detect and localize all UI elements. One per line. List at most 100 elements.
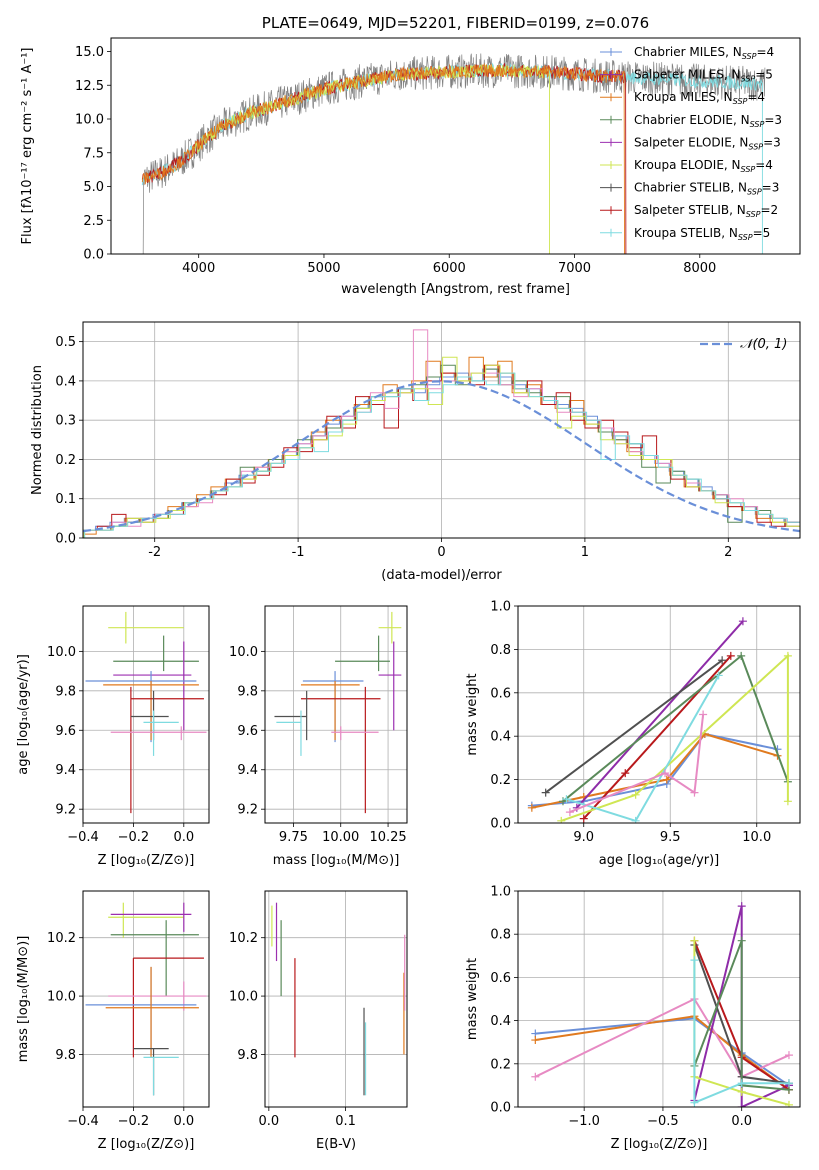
y-tick-label: 10.0 (47, 645, 76, 660)
legend-tail: =2 (760, 203, 778, 217)
x-tick-label: -1 (292, 545, 305, 560)
x-axis-label: (data-model)/error (381, 568, 502, 583)
x-axis-label: age [log₁₀(age/yr)] (599, 853, 720, 868)
data-point-2 (378, 641, 402, 731)
y-tick-label: 9.2 (55, 803, 76, 818)
legend-sub: SSP (741, 165, 756, 174)
y-tick-label: 0.0 (490, 1101, 511, 1116)
legend-label: Salpeter ELODIE, N (634, 135, 748, 149)
data-point-8 (110, 726, 207, 741)
series-marker (690, 1098, 699, 1107)
y-tick-label: 0.0 (83, 248, 104, 263)
axes-frame (82, 890, 210, 1108)
histogram-series-6 (84, 372, 800, 538)
series-4 (541, 656, 727, 797)
series-line-3 (582, 655, 732, 820)
legend-tail: =5 (755, 68, 773, 82)
legend-entry-5: Kroupa ELODIE, NSSP=4 (634, 158, 773, 174)
y-tick-label: 0.4 (490, 1014, 511, 1029)
series-marker (562, 795, 571, 804)
x-tick-label: 6000 (433, 261, 466, 276)
x-tick-label: −0.2 (118, 830, 150, 845)
data-point-4 (108, 981, 207, 1011)
data-point-8 (331, 726, 379, 741)
legend-entry-1: Salpeter MILES, NSSP=5 (634, 68, 773, 84)
series-line-4 (545, 659, 723, 794)
series-lines (531, 902, 793, 1107)
y-tick-label: 0.0 (55, 532, 76, 547)
series-marker (726, 651, 735, 660)
normal-curve (83, 380, 800, 533)
series-line-2 (576, 620, 744, 809)
legend-label: Kroupa ELODIE, N (634, 158, 741, 172)
y-tick-label: 1.0 (490, 885, 511, 900)
x-tick-label: −0.4 (67, 1114, 99, 1129)
y-tick-label: 0.4 (490, 730, 511, 745)
legend-tail: =3 (764, 113, 782, 127)
x-tick-label: 10.00 (322, 830, 359, 845)
x-tick-label: 5000 (307, 261, 340, 276)
model-spectrum-2 (191, 64, 550, 254)
data-point-0 (378, 611, 402, 644)
model-spectrum-3 (141, 62, 626, 254)
y-tick-label: 10.0 (229, 645, 258, 660)
series-marker (738, 617, 747, 626)
axes-7: −1.0 −0.5 0.0 0.0 0.2 0.4 0.6 0.8 1.0 (490, 885, 800, 1129)
x-axis-label: mass [log₁₀(M/M⊙)] (273, 853, 400, 868)
x-tick-label: −0.2 (118, 1114, 150, 1129)
data-point-0 (108, 611, 184, 644)
legend-sub: SSP (750, 120, 765, 129)
axes-frame (264, 890, 408, 1108)
y-tick-label: 0.8 (490, 643, 511, 658)
data-point-3 (302, 671, 364, 743)
legend-tail: =4 (747, 90, 765, 104)
legend-entry-7: Salpeter STELIB, NSSP=2 (634, 203, 778, 219)
histogram-series-1 (83, 356, 799, 535)
legend: 𝒩(0, 1) (700, 337, 787, 352)
legend-label: Chabrier ELODIE, N (634, 113, 750, 127)
axes-frame (110, 37, 801, 255)
x-tick-label: -2 (148, 545, 161, 560)
series-marker (690, 936, 699, 945)
y-axis-label: mass [log₁₀(M/M⊙)] (16, 936, 31, 1063)
data-point-5 (300, 686, 381, 814)
errorbars (85, 611, 207, 814)
errorbars (271, 902, 406, 1096)
series-marker (661, 769, 670, 778)
data-point-5 (85, 966, 197, 1055)
legend-tail: =4 (756, 45, 774, 59)
y-tick-label: 7.5 (83, 146, 104, 161)
y-tick-label: 0.5 (55, 335, 76, 350)
x-tick-label: 8000 (683, 261, 716, 276)
y-axis-label: Normed distribution (30, 365, 45, 495)
y-tick-label: 10.2 (47, 931, 76, 946)
y-tick-label: 9.8 (55, 1048, 76, 1063)
errorbars (85, 902, 207, 1096)
series-3 (579, 651, 735, 823)
x-tick-label: 9.75 (279, 830, 308, 845)
x-tick-label: 0.0 (173, 1114, 194, 1129)
x-tick-label: 10.25 (369, 830, 406, 845)
y-tick-label: 9.4 (237, 763, 258, 778)
legend-entry-6: Chabrier STELIB, NSSP=3 (634, 181, 779, 197)
series-2 (531, 995, 793, 1081)
y-tick-label: 0.2 (490, 773, 511, 788)
axes-3: 9.75 10.00 10.25 9.2 9.4 9.6 9.8 10.0 (229, 606, 407, 845)
axes-frame (517, 890, 801, 1108)
y-tick-label: 10.0 (47, 990, 76, 1005)
series-8 (690, 956, 793, 1107)
legend-sub: SSP (741, 75, 756, 84)
legend: Chabrier MILES, N SSP =4 Salpeter MILES, NS… (600, 45, 782, 242)
model-spectrum-1 (141, 62, 627, 254)
series-marker (783, 797, 792, 806)
legend-sub: SSP (748, 142, 763, 151)
y-tick-label: 9.8 (55, 684, 76, 699)
y-axis-label: mass weight (465, 673, 480, 755)
histogram-series-0 (83, 368, 799, 531)
series-marker (718, 656, 727, 665)
axes-2: −0.4 −0.2 0.0 9.2 9.4 9.6 9.8 10.0 (47, 606, 209, 845)
legend-label: Chabrier MILES, N (634, 45, 742, 59)
series-line-2 (534, 997, 790, 1079)
legend-entry-8: Kroupa STELIB, NSSP=5 (634, 226, 770, 242)
series-marker (527, 803, 536, 812)
